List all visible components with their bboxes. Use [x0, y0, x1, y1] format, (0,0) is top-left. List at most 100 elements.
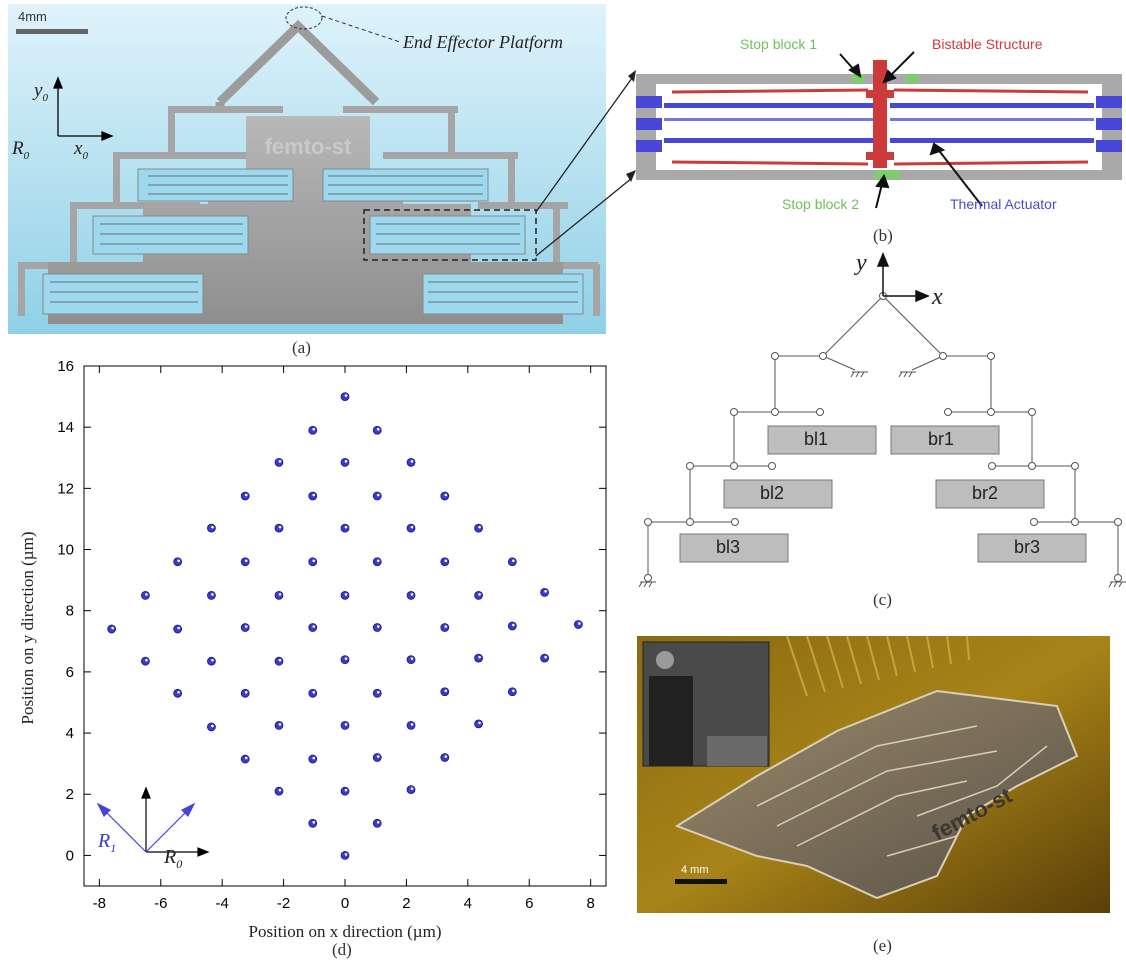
data-point — [340, 392, 350, 401]
block-br3: br3 — [1014, 537, 1041, 557]
data-point-highlight — [478, 593, 481, 596]
data-point — [372, 491, 382, 501]
device-photo: femto-st — [637, 635, 1110, 913]
data-point — [474, 591, 483, 600]
data-point-highlight — [444, 493, 448, 497]
data-point — [440, 687, 450, 697]
data-point-highlight — [512, 689, 515, 693]
stop-block-1-right — [906, 74, 918, 83]
axis-x-label: x — [932, 284, 943, 310]
data-point-highlight — [410, 657, 414, 660]
data-point — [340, 591, 350, 600]
data-point — [308, 688, 318, 698]
ground-symbols — [638, 371, 1126, 588]
data-point — [173, 557, 183, 567]
photo-scale-bar — [675, 879, 727, 884]
panel-d: -8 -6 -4 -2 0 2 4 6 8 0 2 4 6 8 10 12 14 16 R1 R0 Positi… — [0, 350, 620, 964]
x-tick-label: 4 — [464, 895, 472, 912]
data-point — [207, 591, 216, 600]
data-point — [406, 721, 416, 730]
actuator-boxes — [679, 425, 1087, 563]
inset-gripper — [649, 676, 693, 766]
bistable-beams — [671, 88, 1089, 166]
axis-y0-label: y0 — [34, 80, 48, 104]
frame-r0-label-d: R0 — [164, 846, 183, 871]
zoom-connectors — [535, 70, 636, 257]
data-point-highlight — [444, 689, 448, 693]
data-point-highlight — [211, 724, 214, 728]
y-tick-label: 2 — [66, 786, 74, 803]
data-point-highlight — [410, 525, 414, 529]
data-point — [274, 721, 284, 730]
data-point-highlight — [376, 559, 380, 563]
frame-r1-label: R1 — [98, 830, 117, 855]
data-point-highlight — [312, 559, 316, 563]
data-point — [240, 557, 250, 567]
data-point — [440, 557, 450, 567]
panel-b: Stop block 1 Bistable Structure Stop blo… — [632, 30, 1126, 230]
data-point — [474, 653, 483, 663]
data-point-highlight — [344, 525, 348, 529]
actuator-blocks — [42, 168, 584, 315]
data-point-highlight — [244, 625, 248, 628]
panel-c: bl1 br1 bl2 br2 bl3 br3 y x — [630, 250, 1126, 610]
data-point-highlight — [344, 593, 348, 596]
chip — [674, 689, 1079, 900]
data-point — [240, 688, 250, 698]
central-body — [48, 116, 563, 324]
x-tick-label: -6 — [154, 895, 167, 912]
femto-logo: femto-st — [265, 134, 352, 159]
data-point — [207, 722, 216, 732]
y-axis-label: Position on y direction (µm) — [18, 531, 37, 725]
data-point — [240, 491, 250, 501]
data-point-highlight — [344, 853, 348, 856]
panel-e: femto-st 4 mm — [637, 635, 1110, 913]
y-tick-label: 10 — [57, 542, 74, 559]
plot-frame — [83, 365, 607, 887]
data-point — [274, 523, 284, 533]
stop-block-1-label: Stop block 1 — [740, 36, 818, 52]
data-point — [440, 623, 450, 632]
data-point-highlight — [145, 658, 148, 662]
scale-label: 4mm — [18, 9, 47, 24]
data-point — [340, 721, 350, 730]
caption-c: (c) — [873, 590, 892, 609]
data-point — [406, 591, 416, 600]
data-point — [308, 818, 318, 828]
bistable-label: Bistable Structure — [932, 36, 1043, 52]
data-point — [340, 457, 350, 467]
data-point — [406, 655, 416, 665]
y-tick-label: 14 — [57, 419, 74, 436]
data-point — [274, 457, 284, 467]
data-point — [308, 557, 318, 567]
data-point — [274, 591, 284, 600]
data-point-highlight — [312, 493, 316, 497]
y-tick-label: 6 — [66, 664, 74, 681]
data-point-highlight — [278, 788, 282, 792]
data-point — [107, 624, 117, 634]
caption-d: (d) — [332, 940, 352, 959]
data-point-highlight — [211, 525, 214, 529]
data-point — [372, 818, 382, 828]
data-point — [372, 557, 382, 567]
data-point-highlight — [278, 525, 282, 529]
data-point-highlight — [376, 820, 380, 824]
data-point-highlight — [278, 658, 282, 662]
data-points — [107, 392, 583, 860]
thermal-label: Thermal Actuator — [950, 196, 1057, 212]
zoom-region — [363, 209, 537, 261]
data-point — [173, 688, 183, 698]
inset-frames — [96, 786, 210, 857]
chip-patterns — [756, 725, 1048, 857]
data-point-highlight — [177, 690, 180, 694]
data-point-highlight — [544, 655, 547, 659]
panel-b-render — [636, 51, 1122, 209]
scale-bar — [16, 29, 88, 34]
x-tick-label: -4 — [216, 895, 229, 912]
thermal-beams — [664, 103, 1094, 143]
y-tick-label: 12 — [57, 480, 74, 497]
data-point — [406, 457, 416, 467]
data-point-highlight — [376, 493, 380, 497]
y-tick-label: 4 — [66, 725, 74, 742]
data-point — [240, 754, 250, 764]
